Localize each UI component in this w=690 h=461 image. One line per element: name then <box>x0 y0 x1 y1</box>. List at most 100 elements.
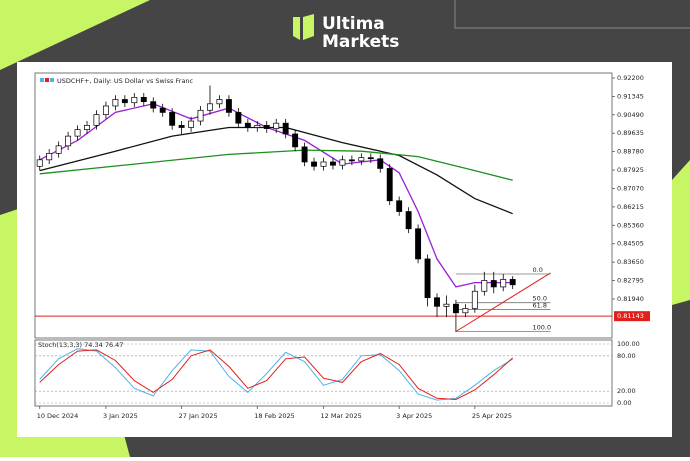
y-tick-label: 0.87070 <box>617 184 644 192</box>
candle-body <box>405 211 412 230</box>
candle-body <box>386 168 393 202</box>
chart-title: USDCHF+, Daily: US Dollar vs Swiss Franc <box>57 77 194 85</box>
decor-line <box>454 0 690 29</box>
candle-body <box>112 99 119 107</box>
candle-body <box>131 96 138 104</box>
x-tick-label: 10 Dec 2024 <box>37 412 79 420</box>
candle-body <box>254 125 261 128</box>
candle-body <box>65 135 72 147</box>
y-tick-label: 100.00 <box>617 340 640 348</box>
candle-body <box>358 157 365 162</box>
accent <box>672 160 690 305</box>
level-label: 0.81143 <box>617 312 644 320</box>
y-tick-label: 0.87925 <box>617 166 644 174</box>
fib-label: 61.8 <box>533 302 547 310</box>
candle-body <box>320 161 327 167</box>
moving-average <box>39 149 513 181</box>
x-tick-label: 12 Mar 2025 <box>321 412 362 420</box>
candle-body <box>462 308 469 314</box>
candle-body <box>434 297 440 307</box>
candle-body <box>339 159 346 166</box>
y-tick-label: 0.84505 <box>617 240 644 248</box>
candle-body <box>178 125 185 128</box>
stoch-line <box>39 348 513 401</box>
candle-body <box>452 303 459 314</box>
candle-body <box>197 109 204 122</box>
candle-body <box>84 125 90 131</box>
stoch-line <box>39 349 514 401</box>
x-tick-label: 25 Apr 2025 <box>472 412 512 420</box>
candle-body <box>282 122 289 135</box>
chart-panel <box>17 62 672 437</box>
candle-body <box>55 145 62 154</box>
y-tick-label: 0.81940 <box>617 295 644 303</box>
candle-body <box>216 99 223 105</box>
candle-body <box>273 122 280 129</box>
candle-body <box>140 96 147 103</box>
logo-mark <box>293 17 300 40</box>
candle-body <box>74 129 81 137</box>
icon <box>50 78 54 82</box>
candle-body <box>93 114 100 126</box>
candle-body <box>150 101 157 109</box>
y-tick-label: 80.00 <box>617 352 636 360</box>
icon <box>40 78 44 82</box>
candle-body <box>159 107 166 113</box>
fib-label: 100.0 <box>533 324 552 332</box>
stoch-title: Stoch(13,3,3) 74.34 76.47 <box>38 341 123 349</box>
candle-body <box>244 122 251 128</box>
candle-body <box>121 99 128 104</box>
candle-body <box>490 280 497 288</box>
y-tick-label: 0.89635 <box>617 129 644 137</box>
candle-body <box>509 279 516 286</box>
candle-body <box>36 159 43 167</box>
candle-body <box>377 158 384 169</box>
candle-body <box>311 161 317 167</box>
icon <box>45 78 49 82</box>
candle-body <box>471 290 478 309</box>
y-tick-label: 0.90490 <box>617 111 644 119</box>
plot-frame <box>34 72 613 339</box>
candle-body <box>443 303 450 307</box>
y-tick-label: 0.91345 <box>617 92 644 100</box>
candle-body <box>263 125 270 129</box>
candle-body <box>396 200 403 212</box>
candle-body <box>225 99 232 113</box>
candle-body <box>301 146 308 163</box>
candle-body <box>348 159 355 162</box>
candle-body <box>292 133 299 148</box>
accent <box>0 0 150 70</box>
candle-body <box>46 153 53 161</box>
candle-body <box>102 105 109 115</box>
y-tick-label: 0.00 <box>617 399 631 407</box>
logo-text: Markets <box>322 32 399 52</box>
candle-body <box>169 112 176 126</box>
x-tick-label: 27 Jan 2025 <box>179 412 218 420</box>
candle-body <box>481 280 488 292</box>
level-tag <box>614 311 650 322</box>
moving-average <box>39 126 513 215</box>
x-tick-label: 3 Apr 2025 <box>396 412 432 420</box>
candle-body <box>500 279 507 288</box>
candle-body <box>424 258 431 299</box>
fib-label: 50.0 <box>533 295 547 303</box>
candle-body <box>235 112 242 124</box>
logo-text: Ultima <box>322 14 385 34</box>
y-tick-label: 0.83650 <box>617 258 644 266</box>
y-tick-label: 0.86215 <box>617 203 644 211</box>
fib-label: 0.0 <box>533 266 543 274</box>
candle-body <box>367 157 374 160</box>
candle-body <box>207 103 213 111</box>
y-tick-label: 0.82795 <box>617 277 644 285</box>
y-tick-label: 20.00 <box>617 387 636 395</box>
y-tick-label: 0.85360 <box>617 221 644 229</box>
x-tick-label: 3 Jan 2025 <box>103 412 138 420</box>
y-tick-label: 0.88780 <box>617 148 644 156</box>
logo-mark <box>303 14 314 40</box>
trendline <box>455 272 551 332</box>
candle-body <box>415 228 422 260</box>
y-tick-label: 0.92200 <box>617 74 644 82</box>
candle-body <box>330 161 336 166</box>
candle-body <box>188 120 195 128</box>
